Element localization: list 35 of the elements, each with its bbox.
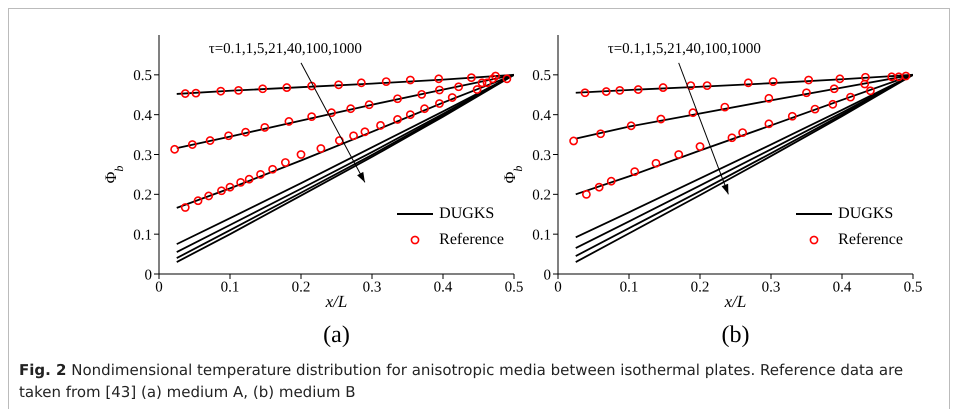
legend-label: Reference: [838, 231, 903, 249]
x-axis-title: x/L: [326, 292, 348, 311]
text: (a): [322, 322, 351, 349]
x-tick-label: 0.4: [832, 280, 852, 296]
y-tick-label: 0: [544, 267, 551, 284]
legend-label: DUGKS: [838, 205, 894, 223]
y-tick-label: 0.1: [532, 227, 551, 244]
y-tick-label: 0.2: [133, 188, 152, 204]
y-tick-label: 0.5: [133, 68, 152, 84]
y-tick-label: 0.2: [532, 188, 551, 204]
x-tick-label: 0.2: [292, 280, 310, 296]
caption: Fig. 2 Nondimensional temperature distribution for anisotropic media between isothermal plates. Reference data are taken from [43] (a) medium A, (b) medium B: [19, 360, 904, 403]
x-tick-label: 0.3: [362, 280, 382, 296]
y-tick-label: 0.3: [532, 148, 551, 164]
y-tick-label: 0.3: [133, 148, 152, 164]
x-tick-label: 0.1: [220, 280, 240, 296]
x-tick-label: 0.4: [434, 280, 453, 296]
x-tick-label: 0.5: [504, 280, 524, 296]
y-tick-label: 0.1: [133, 227, 152, 244]
x-tick-label: 0.5: [904, 280, 922, 296]
y-tick-label: 0: [144, 267, 152, 284]
x-tick-label: 0.3: [762, 280, 780, 296]
y-tick-label: 0.4: [133, 108, 152, 124]
annotation: τ=0.1,1,5,21,40,100,1000: [208, 40, 362, 57]
text: (b): [720, 322, 750, 349]
annotation: τ=0.1,1,5,21,40,100,1000: [608, 40, 761, 57]
y-tick-label: 0.5: [532, 68, 551, 84]
y-tick-label: 0.4: [532, 108, 552, 124]
x-tick-label: 0.1: [620, 280, 638, 296]
x-tick-label: 0: [554, 280, 562, 296]
x-tick-label: 0.2: [690, 280, 710, 296]
x-axis-title: x/L: [724, 292, 746, 311]
legend-label: DUGKS: [439, 205, 494, 223]
legend-label: Reference: [439, 231, 504, 249]
x-tick-label: 0: [155, 280, 163, 296]
